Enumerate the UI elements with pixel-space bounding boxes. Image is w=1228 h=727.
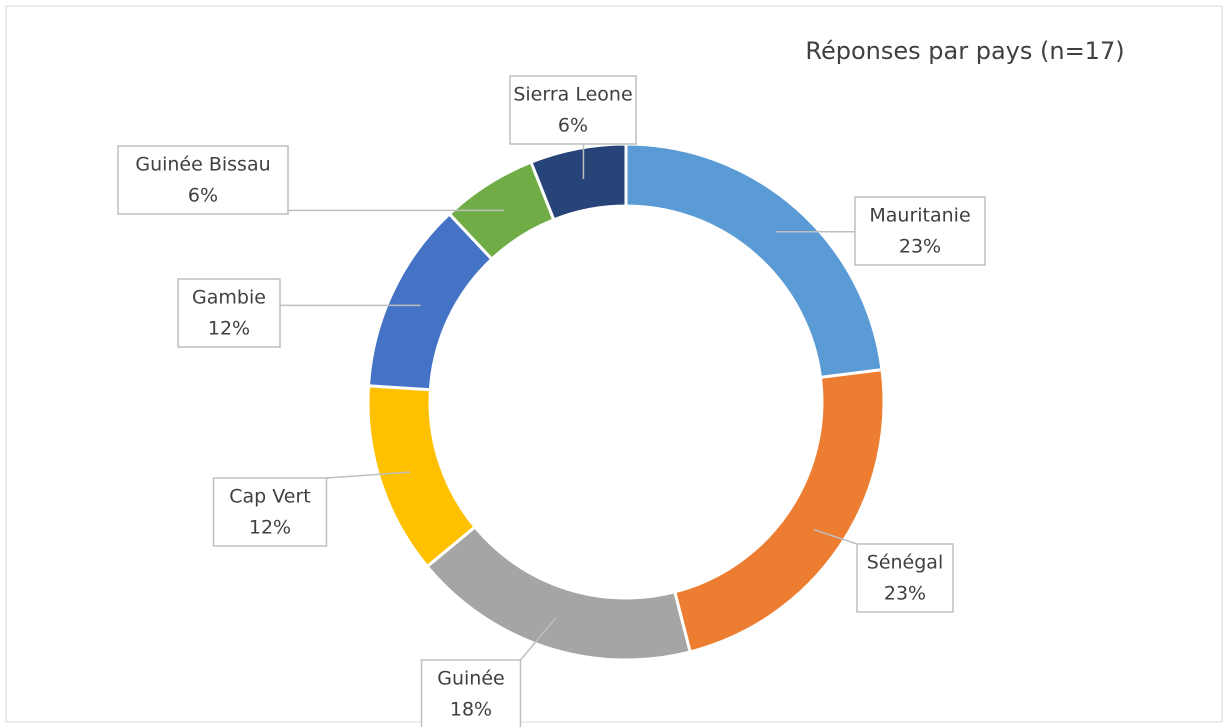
label-name: Gambie: [192, 287, 266, 309]
label-value: 12%: [249, 517, 291, 539]
label-name: Guinée Bissau: [135, 154, 270, 176]
label-value: 23%: [899, 236, 941, 258]
donut-segment: [529, 142, 628, 222]
label-box: [856, 543, 954, 613]
label-name: Guinée: [437, 668, 504, 690]
label-box: [177, 278, 281, 348]
label-value: 6%: [558, 115, 588, 137]
label-box: [212, 477, 328, 547]
label-value: 18%: [450, 699, 492, 721]
label-value: 6%: [188, 185, 218, 207]
leader-line: [326, 471, 411, 479]
leader-line: [519, 617, 557, 661]
chart-title: Réponses par pays (n=17): [805, 37, 1124, 65]
label-value: 23%: [884, 583, 926, 605]
label-box: [509, 75, 637, 145]
label-name: Sénégal: [867, 552, 943, 574]
leader-line: [813, 528, 858, 545]
label-box: [854, 196, 986, 266]
label-name: Sierra Leone: [513, 84, 632, 106]
label-box: [117, 145, 289, 215]
label-name: Mauritanie: [869, 205, 970, 227]
label-box: [420, 659, 522, 727]
label-value: 12%: [208, 318, 250, 340]
label-name: Cap Vert: [229, 486, 310, 508]
